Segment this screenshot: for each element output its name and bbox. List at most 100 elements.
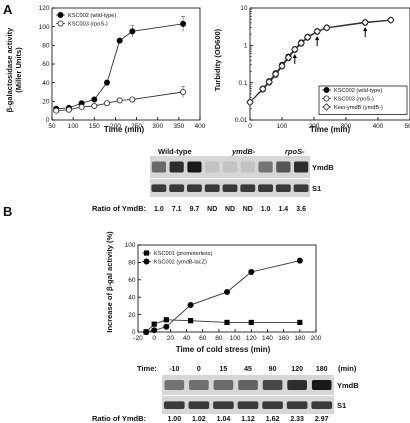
- c3-legend-label: KSC001 (promoterless): [154, 251, 213, 257]
- c1-series-1-point: [65, 106, 72, 113]
- c2-legend-marker: [323, 87, 330, 94]
- blotA-ratio: ND: [207, 206, 217, 213]
- blotB-time: 0: [197, 366, 201, 373]
- blotB-time: -10: [169, 366, 179, 373]
- blotB-ymdb-band: [213, 380, 234, 390]
- blotB-s1-band: [286, 401, 308, 409]
- blotA-s1-band: [169, 184, 185, 192]
- blotA-ymdb-band: [276, 161, 291, 173]
- c2-series-2-point: [387, 16, 395, 24]
- blotA-ymdb-band: [151, 161, 166, 173]
- c3-xtick-label: 60: [199, 335, 207, 342]
- blotA-s1-band: [222, 184, 238, 192]
- c1-xtick-label: 400: [195, 123, 206, 130]
- blotB-s1-band: [262, 401, 283, 409]
- blotB-ratio: 1.62: [266, 416, 280, 423]
- blotA-s1-band: [293, 184, 309, 192]
- blotB-s1-band: [311, 401, 333, 409]
- blot-b-label-ymdb: YmdB: [337, 381, 359, 390]
- blotA-s1-band: [186, 184, 202, 192]
- c2-legend-box: [318, 85, 408, 115]
- c1-ytick-label: 0: [46, 117, 50, 124]
- c2-series-2-point: [278, 62, 286, 70]
- blotA-ratio: 1.4: [278, 206, 288, 213]
- c3-ytick-label: 60: [128, 277, 136, 284]
- blotB-ratio: 1.00: [167, 416, 181, 423]
- blotB-ymdb-band: [287, 380, 307, 390]
- c3-series-1-point: [248, 268, 255, 275]
- blotB-ratio: 2.33: [290, 416, 304, 423]
- c3-ytick-label: 100: [125, 242, 136, 249]
- c1-ytick-label: 100: [39, 24, 50, 31]
- chart-betagal: β-galactosidase activity (Miller Units) …: [5, 5, 206, 134]
- c1-series-1-point: [103, 100, 110, 107]
- c3-xtick-label: 160: [278, 335, 289, 342]
- blotA-s1-band: [275, 184, 291, 192]
- c2-xtick-label: 100: [277, 123, 288, 130]
- c1-ytick-label: 20: [42, 99, 50, 106]
- blotA-ratio: 1.0: [261, 206, 271, 213]
- blotA-ymdb-band: [240, 161, 255, 173]
- c3-legend-marker: [143, 250, 150, 256]
- c3-ytick-label: 80: [128, 260, 136, 267]
- c1-series-0-line: [56, 23, 184, 110]
- c1-series-0-point: [103, 79, 110, 86]
- c1-legend-marker: [57, 11, 64, 18]
- c3-series-1-point: [151, 327, 158, 334]
- blotB-ratio: 1.04: [217, 416, 231, 423]
- c1-legend-marker: [57, 20, 64, 27]
- blotB-ymdb-band: [189, 380, 209, 390]
- blotA-ymdb-band: [222, 161, 238, 173]
- blotA-s1-band: [204, 184, 220, 192]
- c3-series-0-point: [163, 317, 169, 323]
- c2-series-2-point: [246, 98, 254, 106]
- blotB-s1-band: [188, 401, 210, 409]
- c3-ytick-label: 40: [128, 294, 136, 301]
- c2-series-2-point: [259, 85, 267, 93]
- c2-legend-label: Keio-ymdB (ymdB-): [334, 105, 383, 111]
- c2-series-2-point: [297, 39, 305, 47]
- c1-series-0-point: [180, 20, 187, 27]
- c2-legend-marker: [322, 103, 331, 111]
- blotA-s1-band: [240, 184, 256, 192]
- c1-xtick-label: 50: [48, 123, 56, 130]
- blot-b-time-label: Time:: [137, 364, 157, 373]
- c3-xtick-label: 200: [311, 335, 322, 342]
- c1-series-1-point: [91, 103, 98, 110]
- c3-series-0-point: [297, 319, 303, 326]
- c1-ytick-label: 40: [42, 80, 50, 87]
- c2-series-2-point: [284, 53, 293, 62]
- c1-ylabel-1: β-galactosidase activity: [5, 27, 14, 112]
- c2-legend-marker: [323, 95, 330, 102]
- c1-series-0-point: [129, 28, 136, 35]
- blotB-ymdb-band: [164, 380, 185, 390]
- c3-ytick-label: 0: [132, 329, 136, 336]
- blotB-s1-band: [163, 401, 185, 409]
- blot-b-label-s1: S1: [337, 401, 346, 410]
- c3-xtick-label: 140: [262, 335, 273, 342]
- c3-ylabel: Increase of β-gal activity (%): [105, 231, 114, 333]
- c2-series-2-point: [291, 45, 299, 54]
- blot-a-group-2: ymdB-: [231, 147, 256, 156]
- blot-a-label-ymdb: YmdB: [312, 163, 334, 172]
- c3-ytick-label: 20: [128, 312, 136, 319]
- c2-series-2-point: [313, 27, 321, 36]
- blotB-time: 45: [244, 366, 252, 373]
- c2-series-2-point: [361, 18, 369, 27]
- chart-cold-stress: Increase of β-gal activity (%) Time of c…: [105, 231, 322, 354]
- c1-legend-label: KSC002 (wild-type): [68, 13, 116, 19]
- c2-series-2-point: [323, 24, 331, 32]
- c2-xtick-label: 300: [341, 123, 352, 130]
- blotA-ymdb-band: [205, 161, 220, 173]
- blotB-time: 120: [291, 366, 303, 373]
- c2-xtick-label: 400: [373, 123, 384, 130]
- blotA-ymdb-band: [187, 161, 202, 173]
- blotB-ratio: 1.02: [192, 416, 206, 423]
- c3-series-1-point: [187, 302, 194, 309]
- panel-letter-a: A: [3, 2, 13, 17]
- c3-xtick-label: 0: [152, 335, 156, 342]
- c1-ytick-label: 120: [39, 5, 50, 12]
- c2-series-2-point: [303, 33, 312, 41]
- c3-frame: [137, 244, 317, 333]
- c1-xtick-label: 150: [89, 123, 100, 130]
